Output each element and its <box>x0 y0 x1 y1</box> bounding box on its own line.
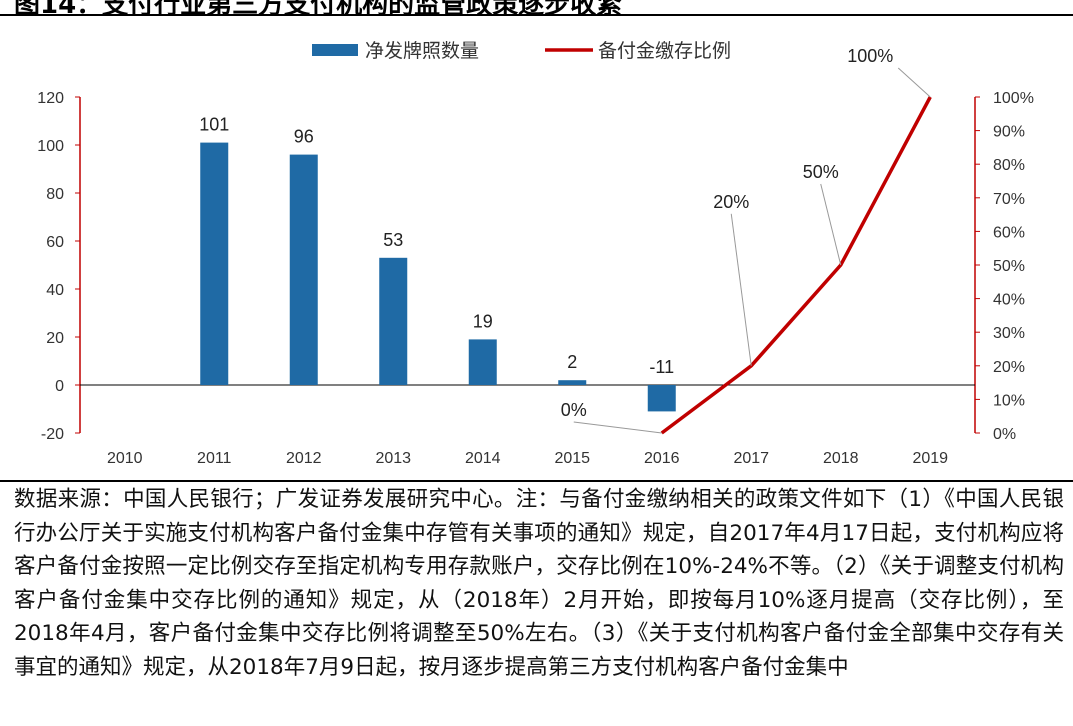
x-tick-label: 2016 <box>644 450 680 467</box>
x-tick-label: 2010 <box>107 450 143 467</box>
bar <box>379 257 408 385</box>
right-tick-label: 60% <box>993 224 1025 241</box>
left-tick-label: 60 <box>46 234 64 251</box>
line-label: 0% <box>561 400 587 420</box>
right-tick-label: 90% <box>993 124 1025 141</box>
line-label: 20% <box>713 192 749 212</box>
x-tick-label: 2019 <box>912 450 948 467</box>
right-tick-label: 70% <box>993 191 1025 208</box>
x-tick-label: 2014 <box>465 450 501 467</box>
label-leader <box>820 183 842 266</box>
legend-bar-swatch <box>312 44 358 56</box>
right-tick-label: 40% <box>993 292 1025 309</box>
bar-label: 53 <box>383 230 403 250</box>
x-tick-label: 2012 <box>286 450 322 467</box>
left-tick-label: 0 <box>55 378 64 395</box>
label-leader <box>573 421 662 434</box>
right-tick-label: 80% <box>993 157 1025 174</box>
left-tick-label: 20 <box>46 330 64 347</box>
x-tick-label: 2017 <box>733 450 769 467</box>
bar-label: 2 <box>567 352 577 372</box>
bar-label: -11 <box>649 357 674 377</box>
bar-label: 101 <box>199 115 229 135</box>
x-tick-label: 2013 <box>375 450 411 467</box>
bottom-rule <box>0 480 1073 482</box>
bar-label: 96 <box>294 127 314 147</box>
right-tick-label: 30% <box>993 325 1025 342</box>
right-tick-label: 0% <box>993 426 1016 443</box>
legend-bar-label: 净发牌照数量 <box>365 40 479 62</box>
left-tick-label: 80 <box>46 186 64 203</box>
right-tick-label: 10% <box>993 392 1025 409</box>
label-leader <box>730 213 752 366</box>
chart: -200204060801001200%10%20%30%40%50%60%70… <box>37 40 1034 467</box>
line-label: 50% <box>803 162 839 182</box>
bar <box>200 142 229 385</box>
bar-label: 19 <box>473 311 493 331</box>
left-tick-label: -20 <box>41 426 64 443</box>
right-tick-label: 100% <box>993 90 1034 107</box>
right-tick-label: 50% <box>993 258 1025 275</box>
left-tick-label: 120 <box>37 90 64 107</box>
top-rule <box>0 14 1073 16</box>
bar <box>647 385 676 412</box>
line-series <box>660 96 932 435</box>
right-tick-label: 20% <box>993 359 1025 376</box>
label-leader <box>897 67 931 98</box>
bar <box>289 154 318 385</box>
x-tick-label: 2018 <box>823 450 859 467</box>
bar <box>558 380 587 385</box>
legend-line-label: 备付金缴存比例 <box>598 40 731 62</box>
left-tick-label: 100 <box>37 138 64 155</box>
x-tick-label: 2015 <box>554 450 590 467</box>
left-tick-label: 40 <box>46 282 64 299</box>
source-note: 数据来源：中国人民银行；广发证券发展研究中心。注：与备付金缴纳相关的政策文件如下… <box>14 487 1064 680</box>
line-label: 100% <box>847 46 893 66</box>
bar <box>468 339 497 385</box>
x-tick-label: 2011 <box>197 450 232 467</box>
